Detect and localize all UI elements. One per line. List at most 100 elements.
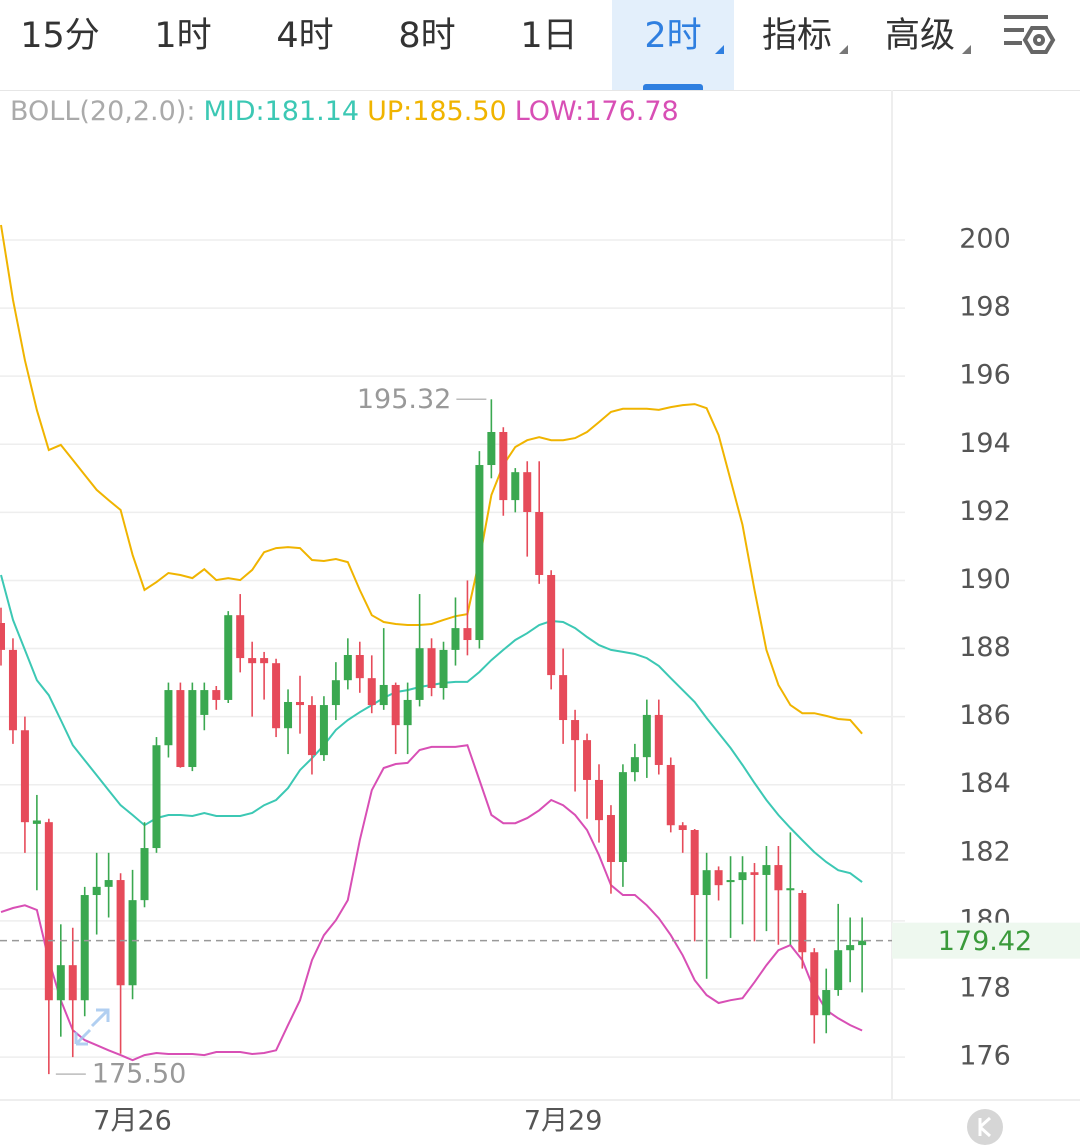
candle-body bbox=[379, 684, 388, 706]
y-tick-label: 178 bbox=[959, 973, 1011, 1004]
candle-body bbox=[427, 648, 436, 689]
candle-body bbox=[762, 865, 771, 875]
candle-body bbox=[738, 872, 747, 881]
tab[interactable]: 4时 bbox=[276, 16, 334, 56]
candle-body bbox=[20, 730, 29, 823]
candle-body bbox=[523, 472, 532, 513]
candle-body bbox=[834, 950, 843, 991]
boll-line bbox=[0, 224, 863, 735]
dropdown-triangle bbox=[962, 45, 971, 54]
boll-line bbox=[0, 574, 863, 883]
candle-body bbox=[224, 615, 233, 700]
candle-body bbox=[702, 870, 711, 896]
candle-body bbox=[32, 820, 41, 824]
candle-body bbox=[152, 745, 161, 849]
candle-body bbox=[511, 472, 520, 501]
candle-body bbox=[188, 690, 197, 768]
candle-body bbox=[44, 822, 53, 1001]
badge-circle bbox=[967, 1109, 1003, 1145]
candle-body bbox=[583, 740, 592, 780]
active-underline bbox=[643, 84, 703, 90]
y-tick-label: 186 bbox=[959, 700, 1011, 731]
candle-body bbox=[571, 720, 580, 741]
candle-body bbox=[559, 675, 568, 721]
candle-body bbox=[260, 658, 269, 664]
legend-entry: MID:181.14 bbox=[203, 96, 360, 127]
candle-body bbox=[176, 690, 185, 768]
candle-body bbox=[104, 880, 113, 887]
candle-body bbox=[463, 628, 472, 641]
y-tick-label: 196 bbox=[959, 360, 1011, 391]
candle-body bbox=[726, 880, 735, 883]
candle-body bbox=[475, 465, 484, 641]
tab[interactable]: 2时 bbox=[612, 0, 734, 90]
candle-body bbox=[116, 880, 125, 986]
candle-body bbox=[200, 690, 209, 715]
candle-body bbox=[319, 705, 328, 756]
legend-entry: LOW:176.78 bbox=[514, 96, 679, 127]
candle-body bbox=[236, 615, 245, 659]
y-tick-label: 188 bbox=[959, 632, 1011, 663]
candle-body bbox=[212, 690, 221, 700]
tab[interactable]: 8时 bbox=[398, 16, 456, 56]
candle-body bbox=[331, 680, 340, 706]
tab[interactable]: 15分 bbox=[20, 16, 100, 56]
tab[interactable]: 指标 bbox=[761, 16, 832, 56]
candle-body bbox=[666, 764, 675, 826]
candle-body bbox=[798, 892, 807, 953]
annotation-label: 195.32 bbox=[357, 384, 451, 415]
indicator-name: BOLL(20,2.0): bbox=[10, 96, 196, 127]
candle-body bbox=[296, 701, 304, 706]
candle-body bbox=[846, 945, 855, 951]
candle-body bbox=[774, 865, 783, 891]
kline-badge[interactable] bbox=[967, 1109, 1003, 1145]
x-tick-label: 7月29 bbox=[524, 1106, 603, 1137]
annotation-label: 175.50 bbox=[92, 1059, 186, 1090]
candle-body bbox=[355, 655, 364, 679]
candle-body bbox=[618, 772, 627, 863]
candle-body bbox=[128, 900, 137, 986]
boll-line bbox=[0, 744, 863, 1062]
candle-body bbox=[0, 623, 5, 650]
candle-body bbox=[858, 940, 867, 946]
timeframe-tabs: 15分 1时 4时 8时 1日 2时 指标 高级 bbox=[0, 0, 1080, 91]
tab[interactable]: 高级 bbox=[884, 16, 955, 56]
candle-body bbox=[822, 990, 831, 1016]
last-price-box bbox=[892, 922, 1080, 959]
candle-body bbox=[80, 895, 89, 1001]
candle-body bbox=[750, 872, 759, 875]
tab[interactable]: 1时 bbox=[154, 16, 212, 56]
candle-body bbox=[606, 815, 615, 863]
candle-body bbox=[140, 848, 149, 901]
icon-dot bbox=[1033, 34, 1045, 46]
candle-body bbox=[68, 965, 77, 1001]
candle-body bbox=[547, 574, 556, 676]
candle-body bbox=[714, 870, 723, 886]
candle-body bbox=[284, 701, 293, 729]
legend-entry: UP:185.50 bbox=[367, 96, 507, 127]
expand-arrow bbox=[74, 1008, 110, 1046]
candle-body bbox=[403, 699, 412, 726]
candle-body bbox=[678, 825, 687, 831]
icon-hex bbox=[1022, 26, 1056, 54]
indicator-legend: BOLL(20,2.0): MID:181.14 UP:185.50 LOW:176.… bbox=[10, 92, 687, 132]
settings-icon[interactable] bbox=[1004, 15, 1056, 54]
candle-body bbox=[164, 690, 173, 746]
candle-body bbox=[487, 431, 496, 466]
candle-body bbox=[786, 888, 795, 891]
candle-body bbox=[642, 714, 651, 758]
candle-body bbox=[248, 658, 257, 664]
y-tick-label: 184 bbox=[959, 768, 1011, 799]
last-price-label: 179.42 bbox=[938, 926, 1032, 957]
y-tick-label: 182 bbox=[959, 836, 1011, 867]
y-tick-label: 200 bbox=[959, 223, 1011, 254]
y-tick-label: 198 bbox=[959, 292, 1011, 323]
candle-body bbox=[343, 655, 352, 681]
expand-icon[interactable] bbox=[74, 1008, 110, 1046]
badge-k bbox=[978, 1116, 992, 1138]
candle-body bbox=[307, 705, 316, 756]
candle-body bbox=[439, 649, 448, 689]
tab[interactable]: 1日 bbox=[520, 16, 578, 56]
